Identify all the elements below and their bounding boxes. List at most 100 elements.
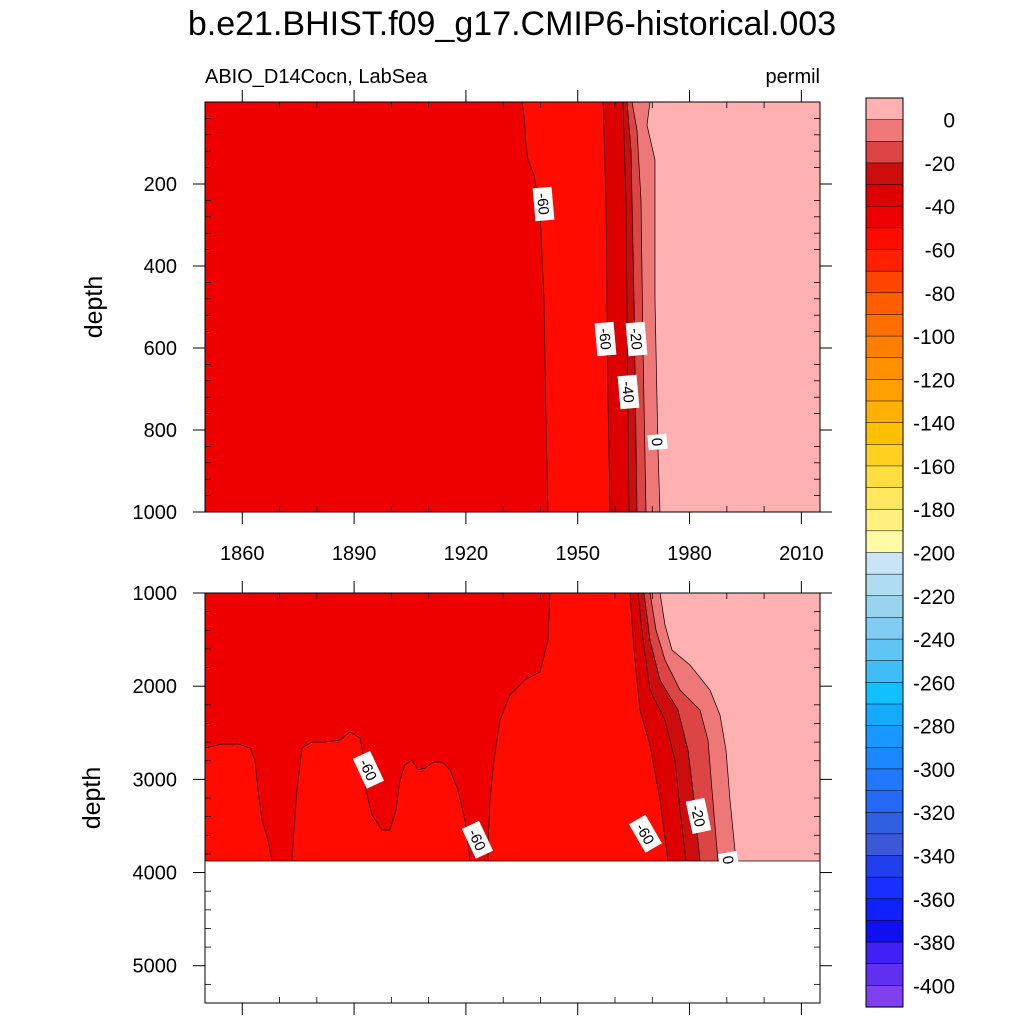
colorbar-swatch — [865, 141, 904, 164]
colorbar-swatch — [865, 898, 904, 921]
lower-x-ticks — [204, 581, 802, 1015]
upper-x-ticks: 1860 1890 1920 1950 1980 2010 — [204, 90, 824, 565]
colorbar-label: -180 — [913, 499, 955, 522]
colorbar-swatch — [865, 335, 904, 359]
colorbar-swatch — [865, 833, 904, 857]
lower-contour-label: 0 — [717, 850, 740, 869]
upper-contour-b — [602, 102, 611, 512]
subtitle-left: ABIO_D14Cocn, LabSea — [205, 66, 428, 88]
colorbar-swatch — [865, 682, 904, 705]
colorbar-label: -340 — [913, 846, 955, 869]
upper-x-tick-label: 1890 — [332, 543, 377, 565]
upper-contour-label: 0 — [647, 433, 668, 451]
colorbar-swatch — [865, 465, 904, 489]
colorbar-frame — [865, 97, 904, 1008]
lower-contour-b — [205, 743, 273, 861]
colorbar-label: -360 — [913, 889, 955, 912]
upper-x-tick-label: 1920 — [444, 543, 489, 565]
upper-x-tick-label: 2010 — [779, 543, 824, 565]
colorbar-swatch — [865, 292, 904, 315]
colorbar-swatch — [865, 508, 904, 532]
lower-contour-c — [291, 731, 471, 861]
lower-contour-label: -60 — [352, 750, 385, 789]
upper-contour-f — [646, 102, 661, 512]
upper-x-tick-label: 1860 — [220, 543, 265, 565]
colorbar-swatch — [865, 422, 904, 445]
lower-contour-a — [487, 593, 551, 861]
subtitle-right: permil — [766, 66, 820, 88]
colorbar-swatch — [865, 314, 904, 337]
colorbar-swatch — [865, 487, 904, 510]
colorbar-swatch — [865, 205, 904, 229]
colorbar-swatch — [865, 855, 904, 878]
upper-contour-label-box — [647, 433, 668, 451]
colorbar-swatch — [865, 638, 904, 662]
colorbar-swatch — [865, 985, 904, 1008]
colorbar-swatch — [865, 660, 904, 683]
colorbar-label: -380 — [913, 932, 955, 955]
upper-contour-label-box — [532, 186, 555, 222]
upper-contour-label: -20 — [625, 321, 648, 357]
colorbar-swatch — [865, 249, 904, 272]
colorbar-swatch — [865, 162, 904, 186]
lower-y-tick-label: 1000 — [133, 583, 178, 605]
upper-x-tick-label: 1950 — [555, 543, 600, 565]
upper-y-tick-label: 800 — [144, 420, 177, 442]
colorbar-label: -220 — [913, 586, 955, 609]
colorbar-swatch — [865, 444, 904, 467]
colorbar-label: -320 — [913, 802, 955, 825]
upper-contour-label-text: -60 — [533, 193, 552, 216]
lower-contour-label-text: 0 — [718, 855, 736, 866]
colorbar-swatch — [865, 790, 904, 813]
colorbar-swatch — [865, 963, 904, 986]
colorbar-label: -140 — [913, 413, 955, 436]
upper-y-ticks: 200 400 600 800 1000 — [133, 101, 832, 524]
upper-panel-fill — [205, 102, 820, 512]
upper-contour-labels: -60 -60 -20 -40 0 — [532, 186, 668, 451]
lower-contour-label-box — [628, 814, 662, 853]
upper-contour-label-text: 0 — [648, 437, 666, 447]
colorbar-swatch — [865, 357, 904, 380]
upper-contour-label: -60 — [532, 186, 555, 222]
upper-contour-e — [631, 102, 647, 512]
upper-contour-label-box — [617, 374, 640, 410]
lower-y-tick-label: 2000 — [133, 676, 178, 698]
chart-title: b.e21.BHIST.f09_g17.CMIP6-historical.003 — [188, 5, 836, 43]
colorbar-swatch — [865, 400, 904, 424]
lower-y-tick-label: 4000 — [133, 863, 178, 885]
colorbar-swatch — [865, 97, 904, 121]
colorbar-swatch — [865, 270, 904, 294]
colorbar-label: -160 — [913, 456, 955, 479]
lower-y-tick-label: 3000 — [133, 769, 178, 791]
colorbar-label: -60 — [925, 240, 955, 263]
colorbar-swatch — [865, 941, 904, 965]
colorbar-swatch — [865, 119, 904, 142]
colorbar-label: -40 — [925, 196, 955, 219]
colorbar: 0 -20 -40 -60 -80 -100 -120 -140 -160 -180 -200 -22… — [865, 97, 955, 1008]
upper-x-tick-label: 1980 — [667, 543, 712, 565]
colorbar-swatch — [865, 876, 904, 900]
colorbar-swatch — [865, 595, 904, 618]
upper-contour-label: -40 — [617, 374, 640, 410]
colorbar-swatch — [865, 379, 904, 402]
colorbar-swatch — [865, 725, 904, 748]
upper-y-tick-label: 1000 — [133, 502, 178, 524]
upper-region-minus55 — [205, 102, 548, 512]
colorbar-label: -240 — [913, 629, 955, 652]
upper-y-tick-label: 200 — [144, 174, 177, 196]
lower-contour-label: -20 — [685, 797, 712, 835]
lower-panel-fill — [205, 593, 820, 861]
colorbar-swatch — [865, 920, 904, 943]
colorbar-label: -260 — [913, 672, 955, 695]
upper-ylabel: depth — [80, 276, 108, 339]
upper-contour-label: -60 — [594, 321, 617, 357]
colorbar-swatch — [865, 552, 904, 575]
upper-frame — [204, 101, 821, 513]
lower-contour-label-text: -20 — [687, 804, 708, 829]
lower-contour-label-box — [461, 820, 494, 859]
colorbar-label: -200 — [913, 543, 955, 566]
colorbar-label: -20 — [925, 153, 955, 176]
